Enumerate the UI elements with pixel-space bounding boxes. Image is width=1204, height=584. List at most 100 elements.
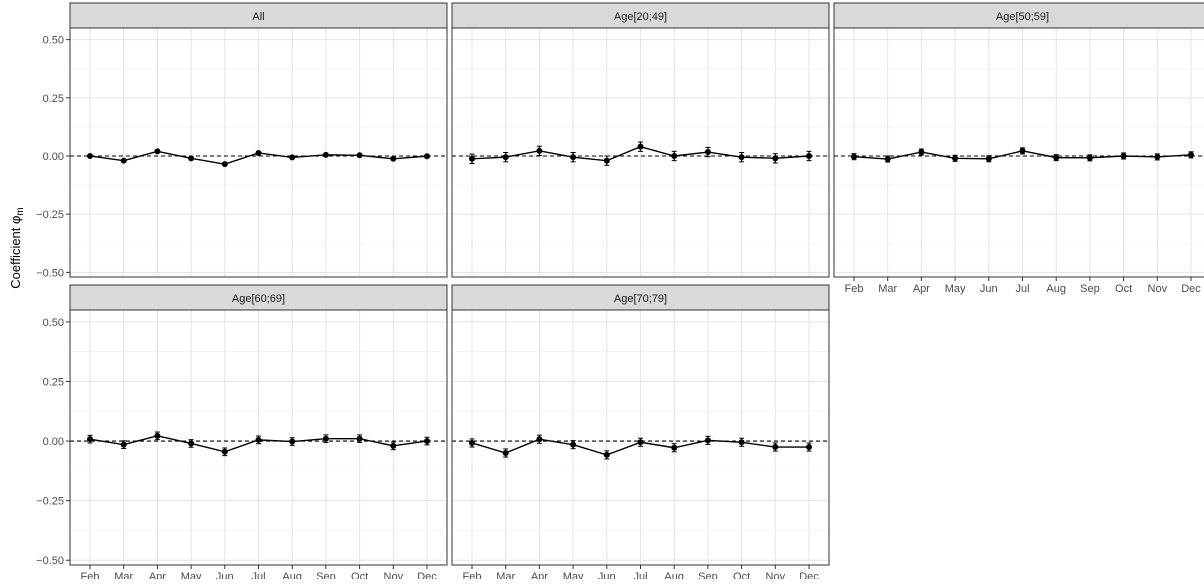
data-point [570, 154, 577, 161]
data-point [772, 155, 779, 162]
data-point [952, 155, 959, 162]
data-point [322, 151, 329, 158]
data-point [221, 448, 228, 455]
panel-2: Age[50;59] Feb Mar Apr May Jun Jul Aug Sep Oct Nov… [833, 2, 1204, 295]
data-point [1053, 154, 1060, 161]
facet-title: Age[70;79] [614, 293, 667, 305]
data-point [603, 157, 610, 164]
data-point [704, 437, 711, 444]
x-tick-label: Jul [633, 571, 647, 579]
y-tick-label: −0.25 [36, 496, 64, 508]
x-tick-label: Aug [1046, 283, 1066, 295]
y-tick-label: 0.50 [43, 35, 64, 47]
data-point [1188, 151, 1194, 158]
data-point [671, 152, 678, 159]
data-point [738, 154, 745, 161]
data-point [154, 148, 161, 155]
data-point [120, 157, 127, 164]
x-tick-label: Apr [913, 283, 930, 295]
data-point [255, 436, 262, 443]
y-tick-label: 0.25 [43, 376, 64, 388]
data-point [356, 435, 363, 442]
x-tick-label: Oct [1115, 283, 1132, 295]
x-tick-label: Nov [766, 571, 786, 579]
y-tick-label: 0.25 [43, 93, 64, 105]
x-tick-label: Dec [799, 571, 819, 579]
y-tick-label: −0.50 [36, 267, 64, 279]
data-point [603, 451, 610, 458]
data-point [120, 441, 127, 448]
x-tick-label: Aug [282, 571, 302, 579]
x-tick-label: Sep [698, 571, 718, 579]
panel-border [833, 27, 1204, 278]
facet-title: Age[60;69] [232, 293, 285, 305]
x-tick-label: Sep [1080, 283, 1100, 295]
x-tick-label: Jul [251, 571, 265, 579]
data-point [772, 444, 779, 451]
x-tick-label: Nov [1148, 283, 1168, 295]
data-point [87, 152, 93, 159]
data-point [738, 439, 745, 446]
x-tick-label: Mar [496, 571, 515, 579]
data-point [637, 439, 644, 446]
data-point [806, 152, 812, 159]
data-point [188, 440, 195, 447]
data-point [1086, 154, 1093, 161]
data-point [87, 436, 93, 443]
data-point [704, 149, 711, 156]
y-axis-label-subscript: m [15, 207, 26, 215]
data-point [356, 152, 363, 159]
chart-panels: All 0.50 0.25 0.00 −0.25 −0.50 Age[20;49] Age[5… [36, 2, 1204, 583]
data-point [1120, 152, 1127, 159]
x-tick-label: May [563, 571, 584, 579]
data-point [502, 154, 509, 161]
x-tick-label: Mar [878, 283, 897, 295]
x-tick-label: Dec [417, 571, 437, 579]
data-point [1154, 153, 1161, 160]
x-tick-label: Feb [81, 571, 100, 579]
data-point [985, 155, 992, 162]
panel-border [69, 27, 448, 278]
facet-title: All [252, 11, 264, 23]
x-tick-label: Jun [598, 571, 616, 579]
x-tick-label: Dec [1181, 283, 1201, 295]
data-point [637, 143, 644, 150]
x-tick-label: May [181, 571, 202, 579]
data-point [221, 161, 228, 168]
data-point [469, 439, 475, 446]
y-tick-label: 0.00 [43, 151, 64, 163]
data-point [154, 432, 161, 439]
panel-4: Age[70;79] Feb Mar Apr May Jun Jul Aug Sep Oct Nov… [451, 284, 830, 583]
x-tick-label: Feb [463, 571, 482, 579]
data-point [188, 155, 195, 162]
x-tick-label: Sep [316, 571, 336, 579]
facet-strip [833, 2, 1204, 29]
x-tick-label: Apr [531, 571, 548, 579]
y-tick-label: −0.25 [36, 209, 64, 221]
data-point [469, 155, 475, 162]
data-point [884, 156, 891, 163]
facet-strip [451, 2, 830, 29]
y-tick-label: −0.50 [36, 555, 64, 567]
facet-title: Age[20;49] [614, 11, 667, 23]
x-tick-label: Jun [980, 283, 998, 295]
data-point [424, 438, 430, 445]
x-tick-label: Jul [1015, 283, 1029, 295]
y-axis-label: Coefficient φm [8, 207, 26, 289]
data-point [806, 444, 812, 451]
data-point [536, 436, 543, 443]
x-tick-label: May [945, 283, 966, 295]
data-point [502, 449, 509, 456]
x-tick-label: Mar [114, 571, 133, 579]
panel-border [451, 27, 830, 278]
data-point [424, 153, 430, 160]
x-tick-label: Apr [149, 571, 166, 579]
data-point [390, 155, 397, 162]
data-point [390, 442, 397, 449]
x-tick-label: Aug [664, 571, 684, 579]
data-point [671, 444, 678, 451]
panel-1: Age[20;49] [451, 2, 830, 278]
data-point [851, 153, 857, 160]
panel-0: All 0.50 0.25 0.00 −0.25 −0.50 [36, 2, 448, 279]
